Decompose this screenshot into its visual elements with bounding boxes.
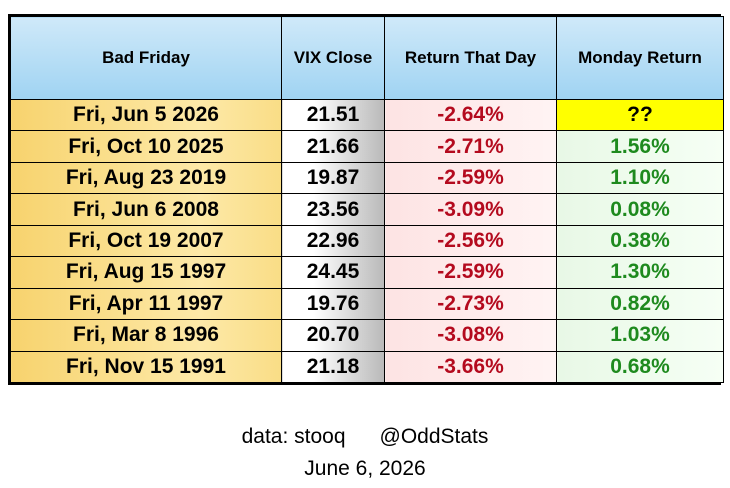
monday-return-cell: 0.82% — [556, 287, 724, 321]
return-that-day-cell: -2.73% — [384, 287, 557, 321]
header-return-that-day: Return That Day — [384, 16, 557, 100]
header-bad-friday: Bad Friday — [10, 16, 282, 100]
date-cell: Fri, Mar 8 1996 — [10, 319, 282, 352]
date-cell: Fri, Jun 6 2008 — [10, 193, 282, 226]
data-source: data: stooq — [241, 425, 346, 448]
return-that-day-cell: -3.08% — [384, 319, 557, 352]
date-cell: Fri, Oct 10 2025 — [10, 130, 282, 163]
footer-credits: data: stooq @OddStats — [0, 425, 730, 449]
vix-close-cell: 21.18 — [281, 350, 385, 383]
author-handle: @OddStats — [379, 425, 489, 448]
date-cell: Fri, Aug 23 2019 — [10, 161, 282, 195]
date-cell: Fri, Jun 5 2026 — [10, 98, 282, 132]
monday-return-cell: 1.30% — [556, 256, 724, 289]
table-row: Fri, Oct 19 2007 22.96 -2.56% 0.38% — [10, 224, 724, 258]
table-row: Fri, Apr 11 1997 19.76 -2.73% 0.82% — [10, 287, 724, 321]
footer-date: June 6, 2026 — [304, 457, 426, 480]
vix-close-cell: 22.96 — [281, 224, 385, 258]
bad-friday-table: Bad Friday VIX Close Return That Day Mon… — [10, 16, 724, 383]
monday-return-cell: 0.68% — [556, 350, 724, 383]
date-cell: Fri, Nov 15 1991 — [10, 350, 282, 383]
header-monday-return: Monday Return — [556, 16, 724, 100]
return-that-day-cell: -3.09% — [384, 193, 557, 226]
table-body: Fri, Jun 5 2026 21.51 -2.64%?? Fri, Oct 10 … — [10, 98, 724, 383]
vix-close-cell: 21.51 — [281, 98, 385, 132]
table-row: Fri, Nov 15 1991 21.18 -3.66% 0.68% — [10, 350, 724, 383]
monday-return-cell: 1.03% — [556, 319, 724, 352]
return-that-day-cell: -2.56% — [384, 224, 557, 258]
monday-return-cell: 1.56% — [556, 130, 724, 163]
vix-close-cell: 19.76 — [281, 287, 385, 321]
return-that-day-cell: -2.71% — [384, 130, 557, 163]
vix-close-cell: 23.56 — [281, 193, 385, 226]
date-cell: Fri, Apr 11 1997 — [10, 287, 282, 321]
return-that-day-cell: -2.64% — [384, 98, 557, 132]
monday-return-cell: 0.38% — [556, 224, 724, 258]
results-table: Bad Friday VIX Close Return That Day Mon… — [8, 14, 724, 385]
vix-close-cell: 21.66 — [281, 130, 385, 163]
header-row: Bad Friday VIX Close Return That Day Mon… — [10, 16, 724, 100]
return-that-day-cell: -2.59% — [384, 256, 557, 289]
vix-close-cell: 24.45 — [281, 256, 385, 289]
table-row: Fri, Jun 5 2026 21.51 -2.64%?? — [10, 98, 724, 132]
vix-close-cell: 20.70 — [281, 319, 385, 352]
date-cell: Fri, Aug 15 1997 — [10, 256, 282, 289]
table-row: Fri, Aug 23 2019 19.87 -2.59% 1.10% — [10, 161, 724, 195]
monday-return-cell: 0.08% — [556, 193, 724, 226]
table-row: Fri, Mar 8 1996 20.70 -3.08% 1.03% — [10, 319, 724, 352]
return-that-day-cell: -3.66% — [384, 350, 557, 383]
return-that-day-cell: -2.59% — [384, 161, 557, 195]
header-vix-close: VIX Close — [281, 16, 385, 100]
table-row: Fri, Aug 15 1997 24.45 -2.59% 1.30% — [10, 256, 724, 289]
vix-close-cell: 19.87 — [281, 161, 385, 195]
date-cell: Fri, Oct 19 2007 — [10, 224, 282, 258]
monday-return-cell: 1.10% — [556, 161, 724, 195]
table-row: Fri, Jun 6 2008 23.56 -3.09% 0.08% — [10, 193, 724, 226]
table-row: Fri, Oct 10 2025 21.66 -2.71% 1.56% — [10, 130, 724, 163]
monday-return-cell: ?? — [556, 98, 724, 132]
